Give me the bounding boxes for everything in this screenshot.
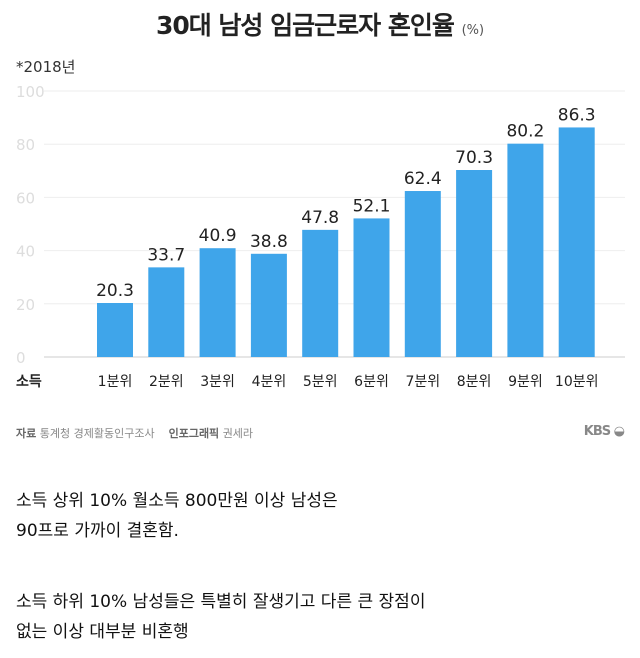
unit-label: (%) — [461, 23, 485, 38]
x-tick-label: 5분위 — [303, 374, 338, 390]
bar — [199, 248, 236, 357]
data-label: 62.4 — [404, 169, 442, 189]
x-tick-label: 8분위 — [457, 374, 492, 390]
data-label: 33.7 — [147, 245, 185, 265]
y-tick-label: 100 — [16, 83, 45, 101]
x-tick-label: 2분위 — [149, 374, 184, 390]
x-tick-label: 7분위 — [405, 374, 440, 390]
bar — [302, 229, 339, 357]
x-tick-label: 9분위 — [508, 374, 543, 390]
data-label: 40.9 — [199, 226, 237, 246]
y-tick-label: 60 — [16, 189, 35, 207]
logo-circle-icon: ◒ — [613, 424, 625, 439]
bar — [353, 218, 390, 357]
source-label: 자료 — [16, 427, 37, 440]
bar — [97, 303, 133, 357]
y-tick-label: 80 — [16, 136, 35, 154]
data-label: 38.8 — [250, 232, 288, 252]
x-axis-label: 소득 — [16, 374, 42, 390]
y-tick-label: 0 — [16, 349, 26, 367]
chart-title: 30대 남성 임금근로자 혼인율 (%) — [0, 6, 640, 42]
x-tick-label: 6분위 — [354, 374, 389, 390]
bar — [148, 267, 185, 357]
data-label: 86.3 — [558, 105, 596, 125]
source-line: 자료 통계청 경제활동인구조사 인포그래픽 권세라 — [16, 425, 253, 441]
data-label: 80.2 — [506, 122, 544, 142]
credit-label: 인포그래픽 — [168, 427, 220, 440]
p2-line2: 없는 이상 대부분 비혼행 — [16, 622, 189, 642]
data-label: 20.3 — [96, 281, 134, 301]
y-tick-label: 40 — [16, 243, 35, 261]
x-tick-label: 3분위 — [200, 374, 235, 390]
data-label: 47.8 — [301, 208, 339, 228]
p1-line1: 소득 상위 10% 월소득 800만원 이상 남성은 — [16, 491, 338, 511]
x-tick-label: 10분위 — [555, 374, 599, 390]
credit-text: 권세라 — [222, 427, 254, 440]
p2-line1: 소득 하위 10% 남성들은 특별히 잘생기고 다른 큰 장점이 — [16, 592, 426, 612]
x-tick-label: 1분위 — [98, 374, 133, 390]
bar — [507, 143, 544, 357]
year-note: *2018년 — [16, 58, 76, 76]
bar — [456, 170, 493, 357]
bar — [250, 253, 287, 357]
data-label: 52.1 — [353, 196, 391, 216]
bar-chart: 0 20 40 60 80 100 소득 20.3 1분위 33.7 2분위 40.9 3분위 38.8 4… — [16, 83, 625, 390]
title-text: 30대 남성 임금근로자 혼인율 — [155, 11, 455, 40]
kbs-logo: KBS ◒ — [583, 424, 625, 439]
logo-text: KBS — [583, 424, 611, 439]
y-tick-label: 20 — [16, 296, 35, 314]
bar — [558, 127, 595, 357]
x-tick-label: 4분위 — [252, 374, 287, 390]
p1-line2: 90프로 가까이 결혼함. — [16, 521, 179, 541]
data-label: 70.3 — [455, 148, 493, 168]
paragraph-1: 소득 상위 10% 월소득 800만원 이상 남성은 90프로 가까이 결혼함. — [16, 486, 338, 546]
bar — [404, 191, 441, 357]
source-text: 통계청 경제활동인구조사 — [39, 427, 155, 440]
